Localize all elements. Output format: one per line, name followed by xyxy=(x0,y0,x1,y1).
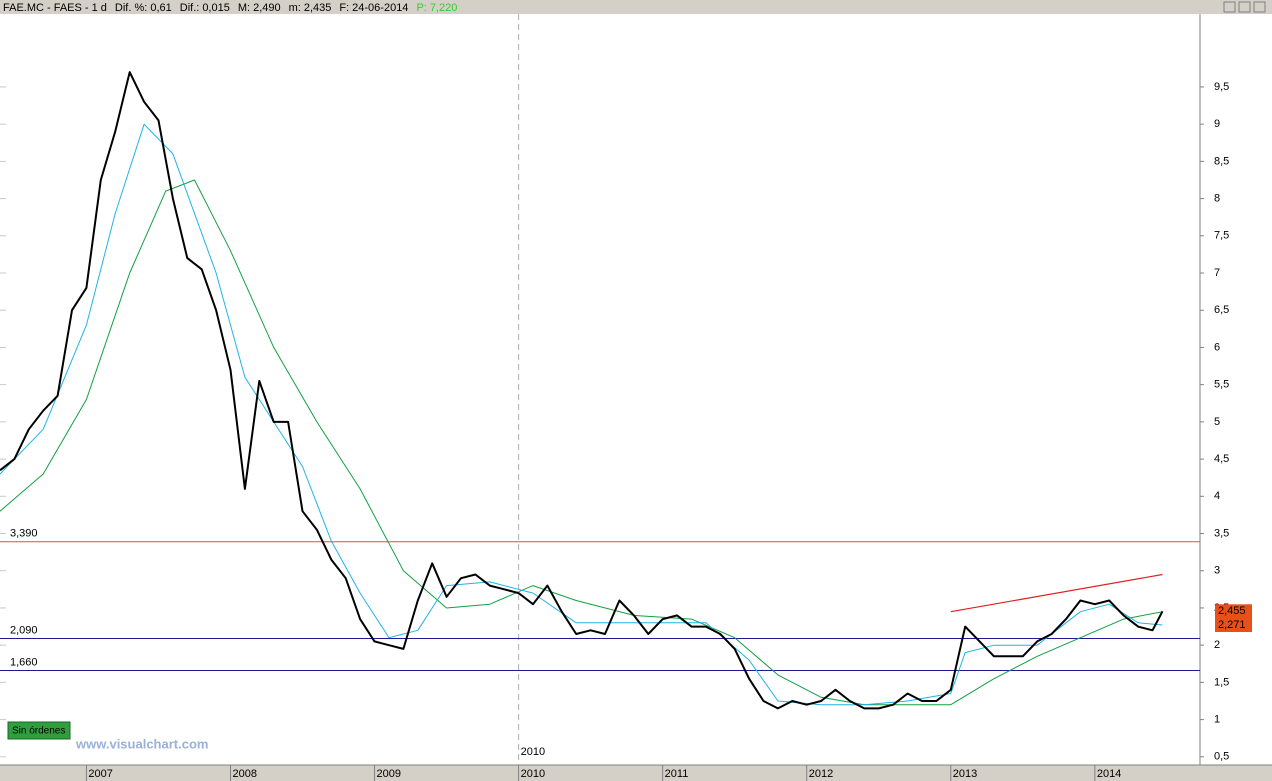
close-button[interactable] xyxy=(1253,1,1266,13)
x-tick-label: 2008 xyxy=(232,768,256,780)
y-tick-label: 4 xyxy=(1214,490,1220,502)
last-value-label: 2,455 xyxy=(1218,605,1246,617)
field-label: m: xyxy=(289,2,301,14)
y-axis-area xyxy=(1200,14,1272,765)
y-tick-label: 9 xyxy=(1214,118,1220,130)
y-tick-label: 9,5 xyxy=(1214,81,1229,93)
window-buttons xyxy=(1223,1,1266,13)
field-value: 0,61 xyxy=(150,2,171,14)
minimize-button[interactable] xyxy=(1223,1,1236,13)
y-tick-label: 3,5 xyxy=(1214,527,1229,539)
y-tick-label: 7 xyxy=(1214,267,1220,279)
field-value: 7,220 xyxy=(430,2,458,14)
field-label: M: xyxy=(238,2,250,14)
orders-button[interactable] xyxy=(7,721,71,740)
price-line xyxy=(0,179,1163,706)
field-label: Dif. %: xyxy=(115,2,147,14)
y-tick-label: 3 xyxy=(1214,565,1220,577)
level-label: 3,390 xyxy=(10,528,38,540)
field-label: P: xyxy=(416,2,426,14)
field-label: F: xyxy=(339,2,349,14)
field-value: 2,435 xyxy=(304,2,332,14)
y-tick-label: 5,5 xyxy=(1214,379,1229,391)
y-tick-label: 1,5 xyxy=(1214,676,1229,688)
y-tick-label: 7,5 xyxy=(1214,230,1229,242)
y-tick-label: 2 xyxy=(1214,639,1220,651)
y-tick-label: 1 xyxy=(1214,714,1220,726)
y-tick-label: 0,5 xyxy=(1214,751,1229,763)
field-value: 24-06-2014 xyxy=(352,2,408,14)
field-value: 2,490 xyxy=(253,2,281,14)
price-line xyxy=(0,71,1164,710)
y-tick-label: 4,5 xyxy=(1214,453,1229,465)
orders-label: Sin órdenes xyxy=(12,726,65,737)
last-value-box xyxy=(1215,617,1252,632)
divider-label: 2010 xyxy=(521,746,545,758)
price-line xyxy=(0,123,1163,706)
y-tick-label: 8,5 xyxy=(1214,155,1229,167)
maximize-button[interactable] xyxy=(1238,1,1251,13)
last-value-box xyxy=(1215,604,1252,619)
level-label: 1,660 xyxy=(10,656,38,668)
x-tick-label: 2013 xyxy=(953,768,977,780)
x-tick-label: 2007 xyxy=(88,768,112,780)
field-label: Dif.: xyxy=(180,2,200,14)
field-value: 0,015 xyxy=(202,2,230,14)
y-tick-label: 6,5 xyxy=(1214,304,1229,316)
last-value-label: 2,271 xyxy=(1218,619,1246,631)
x-tick-label: 2009 xyxy=(377,768,401,780)
y-tick-label: 8 xyxy=(1214,192,1220,204)
symbol: FAE.MC - FAES - 1 d xyxy=(3,2,107,14)
header: FAE.MC - FAES - 1 d Dif. %: 0,61 Dif.: 0,015… xyxy=(3,2,457,14)
x-tick-label: 2012 xyxy=(809,768,833,780)
x-tick-label: 2011 xyxy=(665,768,689,780)
trendline xyxy=(950,573,1163,613)
x-tick-label: 2014 xyxy=(1097,768,1121,780)
watermark: www.visualchart.com xyxy=(75,736,208,751)
y-tick-label: 5 xyxy=(1214,416,1220,428)
plot-area xyxy=(0,14,1200,765)
level-label: 2,090 xyxy=(10,624,38,636)
x-tick-label: 2010 xyxy=(521,768,545,780)
y-tick-label: 6 xyxy=(1214,341,1220,353)
